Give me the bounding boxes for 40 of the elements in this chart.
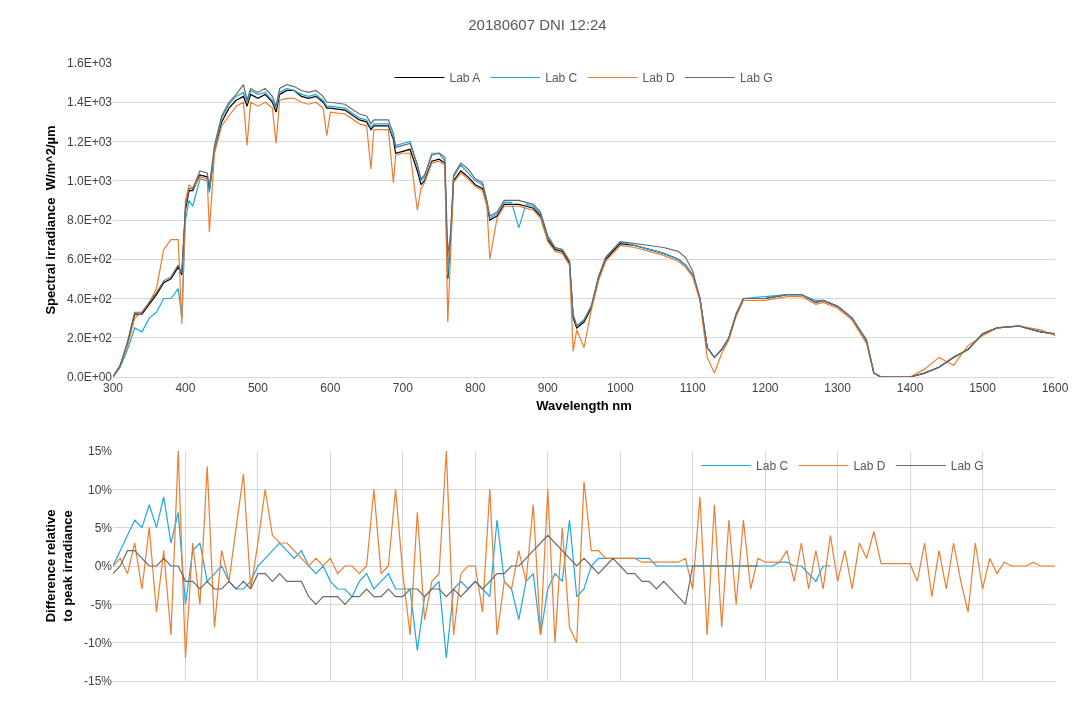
y-tick-label: 5% xyxy=(94,520,113,535)
legend-label: Lab C xyxy=(545,71,578,86)
x-axis-title: Wavelength nm xyxy=(536,398,632,413)
x-tick-label: 600 xyxy=(320,381,341,396)
x-tick-label: 300 xyxy=(102,381,124,396)
x-tick-label: 1000 xyxy=(606,381,634,396)
y-tick-label: 1.2E+03 xyxy=(66,134,113,149)
x-tick-label: 1100 xyxy=(679,381,706,396)
y-tick-label: 6.0E+02 xyxy=(66,252,113,267)
chart-title: 20180607 DNI 12:24 xyxy=(468,16,607,34)
x-tick-label: 400 xyxy=(175,381,196,396)
x-tick-label: 1400 xyxy=(896,381,924,396)
x-tick-label: 1200 xyxy=(751,381,779,396)
legend-label: Lab A xyxy=(449,71,481,86)
y-axis-title: Difference relative to peak irradiance xyxy=(43,509,75,623)
legend-label: Lab D xyxy=(642,71,675,86)
x-tick-label: 700 xyxy=(392,381,414,396)
y-tick-label: 1.6E+03 xyxy=(66,56,113,71)
y-tick-label: 1.4E+03 xyxy=(66,95,113,110)
y-tick-label: 10% xyxy=(87,482,113,497)
y-tick-label: 15% xyxy=(87,444,113,459)
y-tick-label: 2.0E+02 xyxy=(66,330,113,345)
y-tick-label: -10% xyxy=(83,635,113,650)
x-tick-label: 900 xyxy=(537,381,559,396)
legend-label: Lab D xyxy=(853,459,886,474)
x-tick-label: 1600 xyxy=(1041,381,1069,396)
legend-label: Lab G xyxy=(950,459,984,474)
y-tick-label: 8.0E+02 xyxy=(66,213,113,228)
legend-label: Lab G xyxy=(739,71,773,86)
y-axis-title: Spectral irradiance W/m^2/µm xyxy=(42,125,58,315)
x-tick-label: 500 xyxy=(247,381,269,396)
y-tick-label: 0% xyxy=(94,559,113,574)
y-tick-label: -15% xyxy=(83,674,113,689)
legend-label: Lab C xyxy=(756,459,789,474)
x-tick-label: 1300 xyxy=(824,381,852,396)
x-tick-label: 800 xyxy=(465,381,486,396)
x-tick-label: 1500 xyxy=(969,381,997,396)
y-tick-label: 4.0E+02 xyxy=(66,291,113,306)
y-tick-label: 1.0E+03 xyxy=(66,173,113,188)
y-tick-label: -5% xyxy=(90,597,113,612)
